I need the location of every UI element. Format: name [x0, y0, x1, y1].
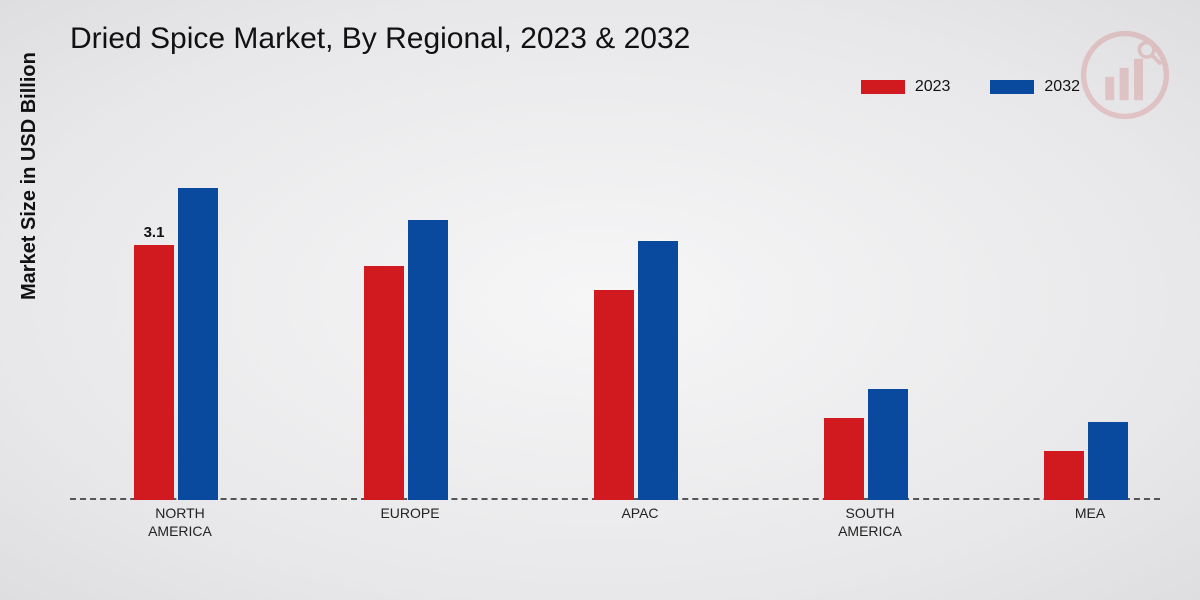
legend-swatch-2023 — [861, 80, 905, 94]
bar-2023 — [594, 290, 634, 500]
legend-swatch-2032 — [990, 80, 1034, 94]
plot-area: 3.1 — [70, 130, 1160, 500]
bar-2023 — [134, 245, 174, 500]
legend-label-2023: 2023 — [915, 78, 951, 96]
x-tick-label: NORTH AMERICA — [120, 505, 240, 540]
legend-label-2032: 2032 — [1044, 78, 1080, 96]
watermark-logo-icon — [1080, 30, 1170, 120]
legend: 2023 2032 — [861, 78, 1080, 96]
x-tick-label: APAC — [580, 505, 700, 523]
bar-value-label: 3.1 — [134, 224, 174, 241]
y-axis-label: Market Size in USD Billion — [18, 52, 41, 300]
x-axis-labels: NORTH AMERICA EUROPE APAC SOUTH AMERICA MEA — [70, 505, 1160, 565]
x-tick-label: SOUTH AMERICA — [810, 505, 930, 540]
bar-2032 — [868, 389, 908, 500]
chart-title: Dried Spice Market, By Regional, 2023 & … — [70, 22, 690, 56]
bar-2032 — [1088, 422, 1128, 500]
bar-2032 — [408, 220, 448, 500]
x-tick-label: MEA — [1030, 505, 1150, 523]
bar-2023 — [1044, 451, 1084, 500]
bar-2032 — [638, 241, 678, 500]
bar-2023 — [364, 266, 404, 500]
legend-item-2023: 2023 — [861, 78, 951, 96]
legend-item-2032: 2032 — [990, 78, 1080, 96]
bar-2032 — [178, 188, 218, 500]
x-tick-label: EUROPE — [350, 505, 470, 523]
bar-2023 — [824, 418, 864, 500]
